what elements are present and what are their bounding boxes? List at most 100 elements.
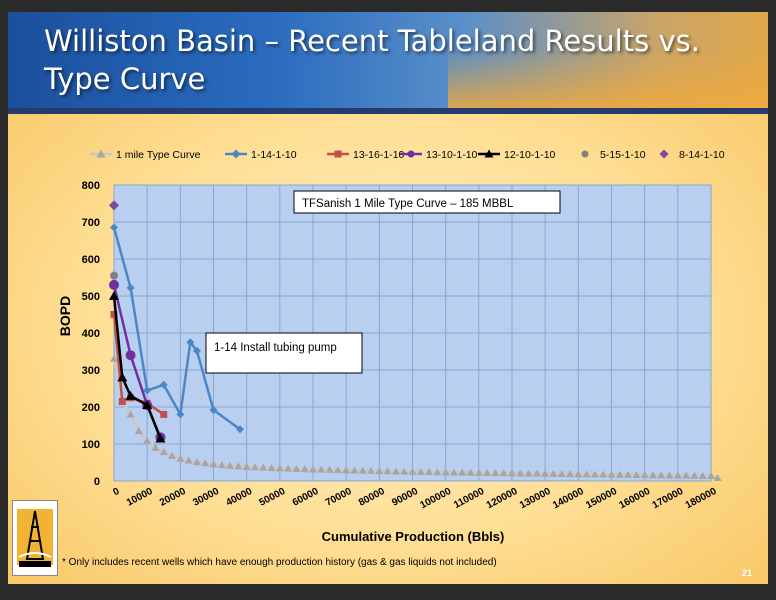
legend-marker-13-16-1-10 xyxy=(334,150,342,158)
data-point-13-16-1-10 xyxy=(118,397,126,405)
page-footer-bar xyxy=(8,584,768,594)
x-tick-label: 100000 xyxy=(418,486,453,512)
x-tick-label: 130000 xyxy=(518,486,553,512)
legend-marker-1-mile-type-curve xyxy=(96,149,106,158)
legend-marker-5-15-1-10 xyxy=(581,150,589,158)
data-point-1-mile-type-curve xyxy=(449,468,458,476)
data-point-1-mile-type-curve xyxy=(126,410,135,418)
data-point-1-mile-type-curve xyxy=(110,354,118,362)
data-point-1-mile-type-curve xyxy=(242,462,251,470)
data-point-1-mile-type-curve xyxy=(151,443,160,451)
data-point-1-mile-type-curve xyxy=(690,471,699,479)
data-point-1-mile-type-curve xyxy=(682,471,691,479)
y-tick-label: 800 xyxy=(82,180,100,192)
data-point-1-mile-type-curve xyxy=(367,466,376,474)
company-logo xyxy=(12,500,58,576)
legend-label-8-14-1-10: 8-14-1-10 xyxy=(679,149,725,161)
data-point-1-mile-type-curve xyxy=(217,461,226,469)
data-point-1-14-1-10 xyxy=(126,283,135,292)
data-point-1-mile-type-curve xyxy=(549,469,558,477)
x-tick-label: 90000 xyxy=(390,486,420,509)
data-point-1-14-1-10 xyxy=(143,386,152,395)
data-point-1-mile-type-curve xyxy=(226,461,235,469)
data-point-1-mile-type-curve xyxy=(707,472,715,480)
type-curve-annotation: TFSanish 1 Mile Type Curve – 185 MBBL xyxy=(302,198,514,210)
data-point-1-mile-type-curve xyxy=(466,468,475,476)
data-point-1-mile-type-curve xyxy=(134,427,143,435)
x-tick-label: 70000 xyxy=(324,486,354,509)
data-point-1-mile-type-curve xyxy=(400,467,409,475)
legend-label-13-16-1-10: 13-16-1-10 xyxy=(353,149,405,161)
data-point-1-mile-type-curve xyxy=(317,465,326,473)
tubing-pump-annotation-box xyxy=(205,332,363,374)
data-point-1-mile-type-curve xyxy=(632,471,641,479)
legend-label-13-10-1-10: 13-10-1-10 xyxy=(426,149,478,161)
y-tick-label: 0 xyxy=(94,476,100,488)
x-tick-label: 20000 xyxy=(158,486,188,509)
data-point-1-mile-type-curve xyxy=(433,468,442,476)
data-point-1-14-1-10 xyxy=(192,346,201,355)
data-point-1-mile-type-curve xyxy=(673,471,682,479)
data-point-1-mile-type-curve xyxy=(566,470,575,478)
legend-marker-12-10-1-10 xyxy=(484,149,494,158)
page-number: 21 xyxy=(742,568,753,578)
data-point-1-mile-type-curve xyxy=(143,437,152,445)
x-tick-label: 150000 xyxy=(584,486,619,512)
data-point-1-mile-type-curve xyxy=(184,456,193,464)
data-point-1-mile-type-curve xyxy=(648,471,657,479)
data-point-1-mile-type-curve xyxy=(275,464,284,472)
data-point-1-mile-type-curve xyxy=(524,469,533,477)
data-point-1-14-1-10 xyxy=(186,338,195,347)
data-point-1-mile-type-curve xyxy=(159,448,168,456)
data-point-1-14-1-10 xyxy=(209,405,218,414)
data-point-8-14-1-10 xyxy=(109,200,119,211)
data-point-1-mile-type-curve xyxy=(541,469,550,477)
data-point-1-mile-type-curve xyxy=(209,460,218,468)
x-tick-label: 140000 xyxy=(551,486,586,512)
data-point-12-10-1-10 xyxy=(155,433,166,443)
data-point-1-mile-type-curve xyxy=(267,464,276,472)
legend-marker-8-14-1-10 xyxy=(659,149,669,159)
x-tick-label: 170000 xyxy=(651,486,686,512)
data-point-1-mile-type-curve xyxy=(425,468,434,476)
legend-label-1-14-1-10: 1-14-1-10 xyxy=(251,149,297,161)
data-point-1-14-1-10 xyxy=(236,425,245,434)
data-point-1-mile-type-curve xyxy=(624,470,633,478)
data-point-1-mile-type-curve xyxy=(640,471,649,479)
x-tick-label: 10000 xyxy=(125,486,155,509)
data-point-12-10-1-10 xyxy=(117,372,128,382)
y-tick-label: 600 xyxy=(82,254,100,266)
legend-label-1-mile-type-curve: 1 mile Type Curve xyxy=(116,149,201,161)
data-point-1-mile-type-curve xyxy=(309,465,317,473)
data-point-1-mile-type-curve xyxy=(292,464,301,472)
data-point-1-14-1-10 xyxy=(110,223,118,232)
x-tick-label: 60000 xyxy=(291,486,321,509)
data-point-1-mile-type-curve xyxy=(375,467,384,475)
legend-marker-1-14-1-10 xyxy=(231,149,241,159)
y-tick-label: 500 xyxy=(82,291,100,303)
data-point-1-mile-type-curve xyxy=(350,466,359,474)
data-point-13-16-1-10 xyxy=(160,410,168,418)
data-point-1-mile-type-curve xyxy=(168,451,177,459)
data-point-1-mile-type-curve xyxy=(713,474,722,482)
banner-sunset-image xyxy=(448,48,768,108)
data-point-1-mile-type-curve xyxy=(259,463,268,471)
data-point-1-mile-type-curve xyxy=(491,469,500,477)
data-point-1-mile-type-curve xyxy=(391,467,400,475)
legend-label-12-10-1-10: 12-10-1-10 xyxy=(504,149,556,161)
data-point-1-mile-type-curve xyxy=(557,470,566,478)
data-point-1-mile-type-curve xyxy=(607,470,616,478)
y-tick-label: 400 xyxy=(82,328,100,340)
y-tick-label: 300 xyxy=(82,365,100,377)
x-tick-label: 30000 xyxy=(191,486,221,509)
data-point-1-mile-type-curve xyxy=(408,467,417,475)
data-point-13-10-1-10 xyxy=(125,350,136,361)
data-point-1-mile-type-curve xyxy=(441,468,450,476)
legend-label-5-15-1-10: 5-15-1-10 xyxy=(600,149,646,161)
data-point-1-mile-type-curve xyxy=(325,465,334,473)
title-banner xyxy=(8,12,768,108)
footnote: * Only includes recent wells which have … xyxy=(62,557,497,568)
x-tick-label: 160000 xyxy=(617,486,652,512)
